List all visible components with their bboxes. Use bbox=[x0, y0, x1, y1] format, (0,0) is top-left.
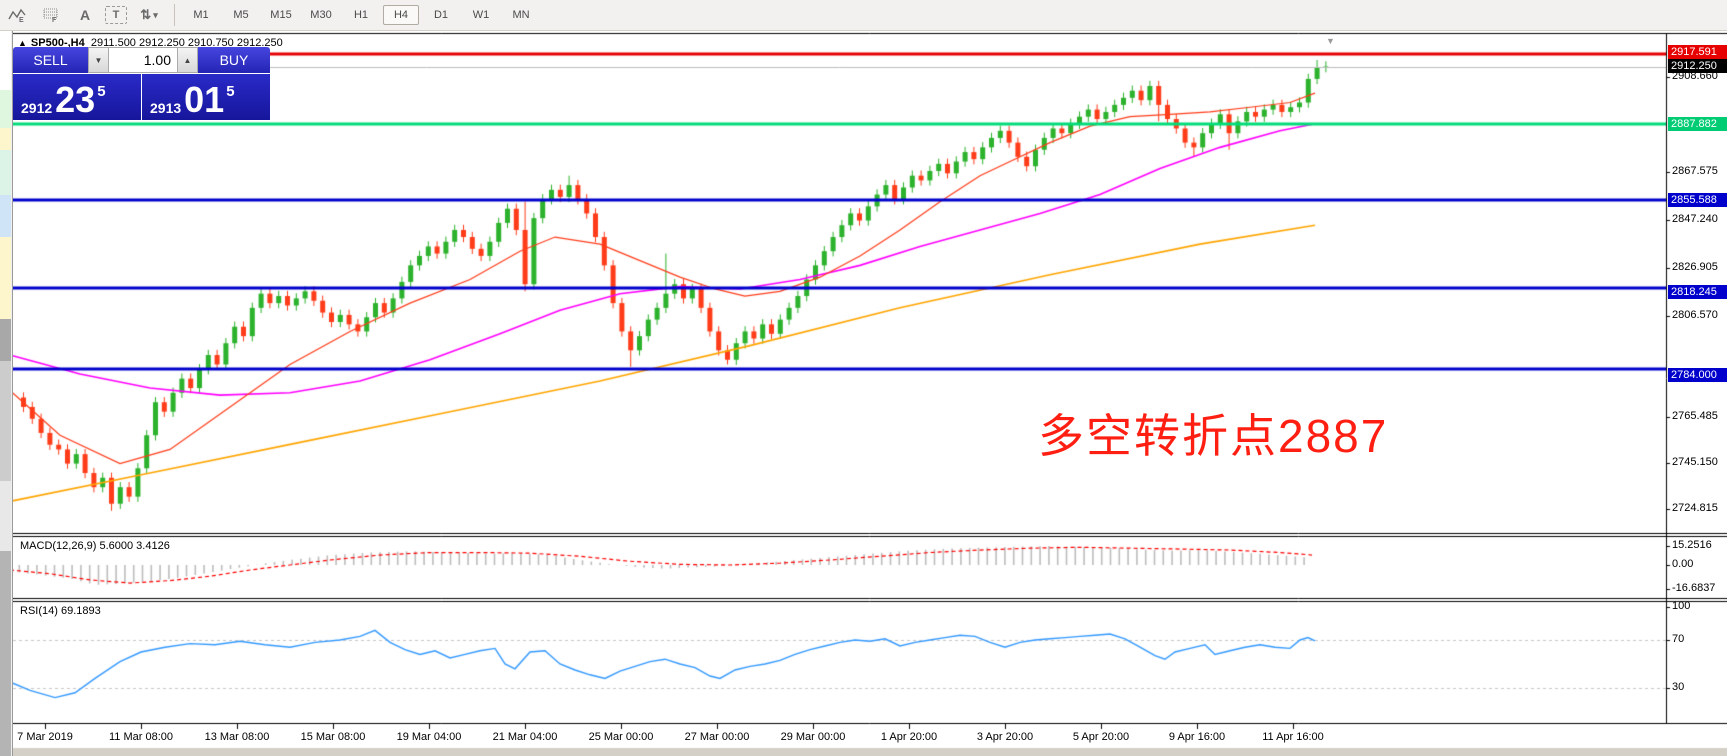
time-axis-label: 11 Mar 08:00 bbox=[108, 731, 174, 743]
volume-increase-button[interactable]: ▲ bbox=[177, 47, 198, 73]
timeframe-button-MN[interactable]: MN bbox=[512, 9, 530, 21]
price-axis-label: 2724.815 bbox=[1672, 502, 1718, 514]
panel-edge-segment bbox=[0, 319, 11, 361]
time-axis-label: 9 Apr 16:00 bbox=[1168, 731, 1226, 743]
price-shift-marker-icon[interactable]: ▼ bbox=[1326, 36, 1335, 46]
panel-edge-segment bbox=[0, 551, 11, 756]
price-level-badge: 2855.588 bbox=[1668, 193, 1727, 207]
indicator-scale-label: 15.2516 bbox=[1672, 539, 1712, 551]
time-axis-label: 13 Mar 08:00 bbox=[204, 731, 270, 743]
timeframe-button-W1[interactable]: W1 bbox=[472, 9, 490, 21]
time-axis-label: 27 Mar 00:00 bbox=[684, 731, 750, 743]
timeframe-button-M15[interactable]: M15 bbox=[270, 9, 292, 21]
time-axis-label: 3 Apr 20:00 bbox=[976, 731, 1034, 743]
market-watch-edge bbox=[0, 30, 13, 756]
dropdown-caret-icon: ▾ bbox=[153, 9, 158, 20]
price-axis-label: 2847.240 bbox=[1672, 213, 1718, 225]
sell-price-fraction: 5 bbox=[97, 83, 106, 100]
rsi-value: 69.1893 bbox=[60, 605, 101, 617]
toolbar-separator bbox=[174, 4, 175, 26]
rsi-name: RSI(14) bbox=[20, 605, 58, 617]
volume-box bbox=[109, 47, 177, 73]
volume-decrease-button[interactable]: ▼ bbox=[88, 47, 109, 73]
timeframe-button-H4[interactable]: H4 bbox=[383, 5, 419, 25]
grid-icon-glyph: F bbox=[43, 8, 58, 22]
buy-price-handle: 2913 bbox=[150, 100, 182, 117]
time-axis-label: 19 Mar 04:00 bbox=[396, 731, 462, 743]
objects-icon-glyph: ⇅ bbox=[140, 7, 152, 22]
indicator-scale-label: -16.6837 bbox=[1672, 582, 1716, 594]
time-axis-label: 11 Apr 16:00 bbox=[1262, 731, 1324, 743]
price-level-badge: 2818.245 bbox=[1668, 285, 1727, 299]
price-axis-label: 2908.660 bbox=[1672, 70, 1718, 82]
time-axis-label: 21 Mar 04:00 bbox=[492, 731, 558, 743]
price-level-badge: 2887.882 bbox=[1668, 117, 1727, 131]
chart-title: ▲ SP500-,H4 2911.500 2912.250 2910.750 29… bbox=[18, 37, 283, 49]
svg-text:E: E bbox=[19, 17, 24, 22]
text-box-icon[interactable]: T bbox=[105, 6, 127, 24]
timeframe-button-M5[interactable]: M5 bbox=[233, 9, 249, 21]
time-axis-label: 15 Mar 08:00 bbox=[300, 731, 366, 743]
text-label-icon[interactable]: A bbox=[79, 7, 91, 23]
symbol-period-label: SP500-,H4 bbox=[30, 37, 85, 49]
sell-price-pips: 23 bbox=[55, 79, 96, 121]
timeframe-buttons: M1 M5 M15 M30 H1 H4 D1 W1 MN bbox=[181, 5, 541, 25]
panel-edge-segment bbox=[0, 90, 11, 128]
time-axis-label: 5 Apr 20:00 bbox=[1072, 731, 1130, 743]
panel-edge-segment bbox=[0, 361, 11, 481]
price-axis-label: 2745.150 bbox=[1672, 456, 1718, 468]
price-axis-label: 2826.905 bbox=[1672, 261, 1718, 273]
price-axis-label: 2765.485 bbox=[1672, 410, 1718, 422]
panel-edge-segment bbox=[0, 128, 11, 150]
buy-price-pips: 01 bbox=[184, 79, 225, 121]
time-axis-label: 25 Mar 00:00 bbox=[588, 731, 654, 743]
timeframe-button-M1[interactable]: M1 bbox=[193, 9, 209, 21]
panel-edge-segment bbox=[0, 150, 11, 195]
timeframe-button-M30[interactable]: M30 bbox=[310, 9, 332, 21]
time-axis-label: 29 Mar 00:00 bbox=[780, 731, 846, 743]
price-level-badge: 2917.591 bbox=[1668, 45, 1727, 59]
one-click-panel-toggle-icon[interactable]: ▲ bbox=[18, 38, 27, 48]
svg-text:F: F bbox=[52, 17, 57, 22]
indicators-icon[interactable]: E bbox=[3, 3, 31, 27]
price-axis-label: 2867.575 bbox=[1672, 165, 1718, 177]
panel-edge-segment bbox=[0, 195, 11, 237]
sell-price-handle: 2912 bbox=[21, 100, 53, 117]
time-axis-label: 7 Mar 2019 bbox=[17, 731, 73, 743]
timeframe-button-H1[interactable]: H1 bbox=[353, 9, 369, 21]
macd-name: MACD(12,26,9) bbox=[20, 540, 97, 552]
volume-input[interactable] bbox=[109, 48, 177, 72]
panel-edge-segment bbox=[0, 481, 11, 551]
chart-annotation-text: 多空转折点2887 bbox=[1038, 410, 1389, 462]
macd-indicator-label: MACD(12,26,9) 5.6000 3.4126 bbox=[20, 540, 170, 552]
indicator-scale-label: 70 bbox=[1672, 633, 1685, 645]
toolbar: E F A T ⇅ ▾ M1 M5 M15 M30 H1 H4 D1 W1 MN bbox=[0, 0, 1727, 31]
price-axis-label: 2806.570 bbox=[1672, 309, 1718, 321]
one-click-trading-panel: SELL ▼ ▲ BUY 2912 23 5 2913 01 5 bbox=[13, 47, 270, 120]
timeframe-button-D1[interactable]: D1 bbox=[433, 9, 449, 21]
macd-values: 5.6000 3.4126 bbox=[99, 540, 170, 552]
panel-edge-segment bbox=[0, 237, 11, 319]
time-axis-label: 1 Apr 20:00 bbox=[880, 731, 938, 743]
indicator-scale-label: 30 bbox=[1672, 681, 1685, 693]
price-level-badge: 2784.000 bbox=[1668, 368, 1727, 382]
buy-button[interactable]: BUY bbox=[198, 47, 270, 73]
ohlc-values: 2911.500 2912.250 2910.750 2912.250 bbox=[90, 37, 283, 49]
price-level-badge: 2912.250 bbox=[1668, 59, 1727, 73]
sell-button[interactable]: SELL bbox=[13, 47, 88, 73]
buy-price-display[interactable]: 2913 01 5 bbox=[142, 74, 270, 120]
objects-icon[interactable]: ⇅ ▾ bbox=[133, 3, 165, 27]
indicator-scale-label: 0.00 bbox=[1672, 558, 1694, 570]
grid-icon[interactable]: F bbox=[37, 3, 65, 27]
buy-price-fraction: 5 bbox=[226, 83, 235, 100]
indicators-icon-glyph: E bbox=[8, 8, 26, 22]
indicator-scale-label: 100 bbox=[1672, 600, 1691, 612]
panel-edge-segment bbox=[0, 30, 11, 90]
sell-price-display[interactable]: 2912 23 5 bbox=[13, 74, 141, 120]
rsi-indicator-label: RSI(14) 69.1893 bbox=[20, 605, 101, 617]
